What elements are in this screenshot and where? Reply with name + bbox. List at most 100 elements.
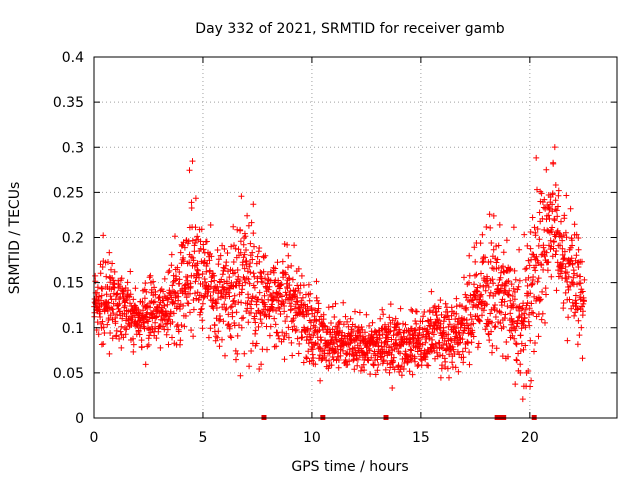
- data-point: [460, 359, 467, 366]
- data-point: [450, 346, 457, 353]
- data-point: [534, 186, 540, 193]
- data-point: [305, 340, 312, 347]
- data-point: [280, 336, 287, 343]
- data-point: [479, 231, 486, 238]
- data-point: [516, 277, 523, 284]
- data-point: [517, 369, 524, 376]
- data-point: [173, 323, 180, 330]
- data-point: [237, 372, 244, 379]
- data-point: [308, 357, 315, 364]
- data-point: [453, 310, 460, 317]
- data-point: [122, 325, 128, 331]
- data-point: [574, 341, 581, 348]
- data-point: [200, 246, 207, 253]
- data-point: [279, 258, 286, 265]
- data-point: [269, 306, 276, 313]
- data-point: [573, 252, 580, 259]
- data-point: [534, 278, 541, 285]
- data-point: [475, 340, 482, 347]
- x-axis-label: GPS time / hours: [291, 459, 408, 475]
- data-point: [182, 313, 189, 319]
- data-point: [512, 340, 519, 347]
- data-point: [487, 289, 494, 296]
- data-point: [441, 314, 448, 321]
- data-point: [492, 302, 498, 308]
- data-point: [536, 209, 543, 216]
- data-point: [305, 281, 312, 288]
- data-point: [537, 296, 544, 303]
- data-point: [270, 296, 277, 303]
- data-point: [366, 347, 373, 354]
- data-point: [505, 291, 512, 298]
- data-point: [251, 273, 258, 280]
- data-point: [112, 320, 119, 327]
- data-point: [232, 301, 239, 308]
- data-point: [275, 277, 282, 284]
- data-point: [496, 221, 503, 228]
- data-point: [408, 347, 415, 354]
- data-point: [452, 364, 459, 371]
- data-point: [192, 290, 198, 297]
- data-point: [562, 229, 569, 236]
- data-point: [178, 322, 185, 329]
- data-point: [533, 253, 540, 260]
- data-point: [524, 299, 531, 306]
- data-point: [204, 260, 211, 267]
- data-point: [420, 313, 427, 320]
- data-point: [531, 348, 537, 355]
- data-point: [130, 296, 137, 303]
- data-point: [99, 264, 106, 270]
- data-point: [365, 357, 372, 364]
- data-point: [461, 274, 467, 281]
- data-point: [397, 305, 404, 312]
- data-point: [293, 326, 300, 333]
- data-point: [565, 286, 572, 293]
- data-point: [530, 310, 537, 317]
- data-point: [264, 280, 271, 287]
- data-point: [224, 280, 231, 287]
- data-point: [515, 314, 522, 321]
- data-point: [456, 332, 463, 338]
- data-point: [581, 298, 587, 305]
- data-point: [314, 341, 321, 347]
- data-point: [209, 303, 216, 310]
- data-point: [507, 310, 514, 317]
- data-point: [228, 334, 235, 341]
- data-point: [254, 253, 261, 260]
- data-point: [525, 257, 532, 264]
- data-point: [427, 323, 434, 330]
- data-point: [309, 346, 316, 353]
- data-point: [329, 333, 336, 340]
- data-point: [288, 306, 294, 313]
- data-point: [466, 349, 473, 356]
- data-point: [532, 340, 538, 346]
- data-point: [517, 348, 524, 354]
- data-point: [124, 279, 131, 286]
- data-point: [500, 323, 507, 330]
- data-point: [528, 300, 535, 307]
- data-point: [435, 303, 442, 310]
- data-point: [231, 269, 238, 276]
- data-point: [215, 328, 222, 335]
- data-point: [211, 321, 218, 328]
- data-point: [511, 296, 518, 303]
- data-point: [356, 309, 363, 316]
- data-point: [426, 334, 433, 341]
- data-point: [559, 237, 566, 244]
- data-point: [123, 313, 130, 320]
- data-point: [175, 328, 182, 335]
- data-point: [95, 331, 102, 338]
- data-point: [525, 318, 532, 325]
- data-point: [313, 278, 320, 285]
- data-point: [294, 299, 301, 306]
- data-point: [255, 296, 262, 303]
- data-point: [188, 199, 195, 206]
- data-point: [288, 262, 295, 269]
- data-point: [489, 349, 495, 356]
- data-point: [579, 288, 586, 295]
- data-point: [123, 297, 130, 303]
- data-point: [500, 263, 506, 270]
- data-point: [279, 298, 286, 305]
- data-point: [259, 279, 266, 286]
- data-point: [237, 238, 244, 245]
